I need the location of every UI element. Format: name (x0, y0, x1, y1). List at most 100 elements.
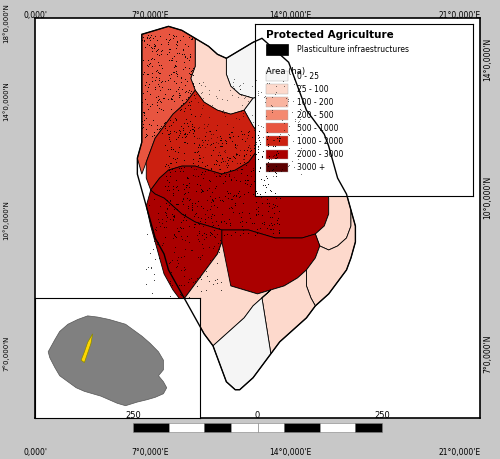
Point (264, 162, 272, 170)
Point (256, 224, 264, 231)
Point (190, 159, 198, 167)
Polygon shape (306, 210, 356, 306)
Text: 14°0,000'E: 14°0,000'E (269, 11, 311, 21)
Point (168, 145, 175, 152)
Point (184, 77, 192, 84)
Point (198, 168, 206, 175)
Point (219, 157, 227, 165)
Point (257, 193, 265, 201)
Point (250, 166, 258, 174)
Point (221, 173, 229, 180)
Point (168, 93, 175, 100)
Point (151, 235, 159, 243)
Point (210, 130, 218, 137)
Point (158, 241, 166, 249)
Point (297, 146, 305, 153)
Polygon shape (182, 242, 271, 346)
Point (202, 207, 210, 214)
Point (216, 137, 224, 144)
Text: 14°0,000'E: 14°0,000'E (269, 448, 311, 457)
Point (196, 255, 204, 263)
Point (145, 201, 153, 208)
Polygon shape (150, 150, 328, 238)
Point (173, 73, 181, 80)
Point (184, 204, 192, 212)
Point (174, 127, 182, 134)
Point (142, 130, 150, 138)
Point (176, 224, 184, 232)
Point (170, 62, 178, 69)
Point (178, 73, 186, 81)
Point (176, 143, 184, 150)
Point (180, 196, 188, 203)
Point (212, 230, 220, 238)
Point (184, 139, 192, 146)
Point (254, 145, 262, 152)
Point (263, 79, 271, 87)
Point (200, 167, 208, 174)
Point (215, 224, 223, 232)
Point (153, 50, 161, 57)
Point (290, 97, 298, 105)
Point (138, 125, 146, 132)
Point (165, 186, 173, 194)
Point (252, 139, 260, 146)
Point (170, 91, 177, 98)
Point (178, 198, 186, 205)
Point (188, 36, 196, 43)
Point (188, 126, 196, 133)
Point (172, 184, 180, 191)
Point (224, 215, 232, 222)
Point (169, 189, 177, 196)
Point (190, 112, 198, 120)
Point (148, 101, 156, 108)
Point (154, 80, 162, 88)
Point (174, 254, 182, 261)
Point (154, 76, 162, 84)
Point (168, 54, 176, 61)
Point (166, 197, 174, 205)
Point (226, 166, 234, 174)
Point (240, 159, 248, 166)
Point (265, 167, 273, 174)
Point (242, 138, 250, 145)
Point (228, 137, 236, 144)
Point (260, 220, 268, 228)
Point (198, 275, 205, 283)
Point (187, 246, 195, 253)
Point (157, 99, 165, 106)
Point (220, 109, 228, 116)
Point (183, 194, 191, 201)
Point (284, 145, 292, 152)
Point (232, 114, 240, 122)
Point (141, 44, 149, 51)
Point (267, 101, 275, 109)
Point (206, 228, 214, 235)
Point (218, 179, 226, 187)
Point (237, 214, 245, 221)
Point (212, 184, 220, 191)
Point (249, 165, 257, 172)
Point (225, 172, 233, 179)
Point (184, 88, 192, 95)
Point (144, 56, 152, 63)
Point (198, 241, 206, 248)
Point (142, 280, 150, 288)
Point (174, 186, 182, 193)
Point (240, 95, 248, 102)
Point (236, 85, 244, 93)
Point (182, 216, 190, 224)
Point (244, 189, 252, 196)
Point (196, 217, 204, 224)
Point (156, 69, 164, 77)
Point (188, 206, 196, 213)
Point (166, 56, 174, 64)
Point (207, 214, 215, 222)
Point (169, 146, 177, 153)
Point (198, 110, 205, 118)
Point (182, 89, 190, 96)
Point (184, 122, 192, 129)
Point (243, 171, 251, 179)
Point (175, 94, 183, 101)
Point (204, 90, 212, 98)
